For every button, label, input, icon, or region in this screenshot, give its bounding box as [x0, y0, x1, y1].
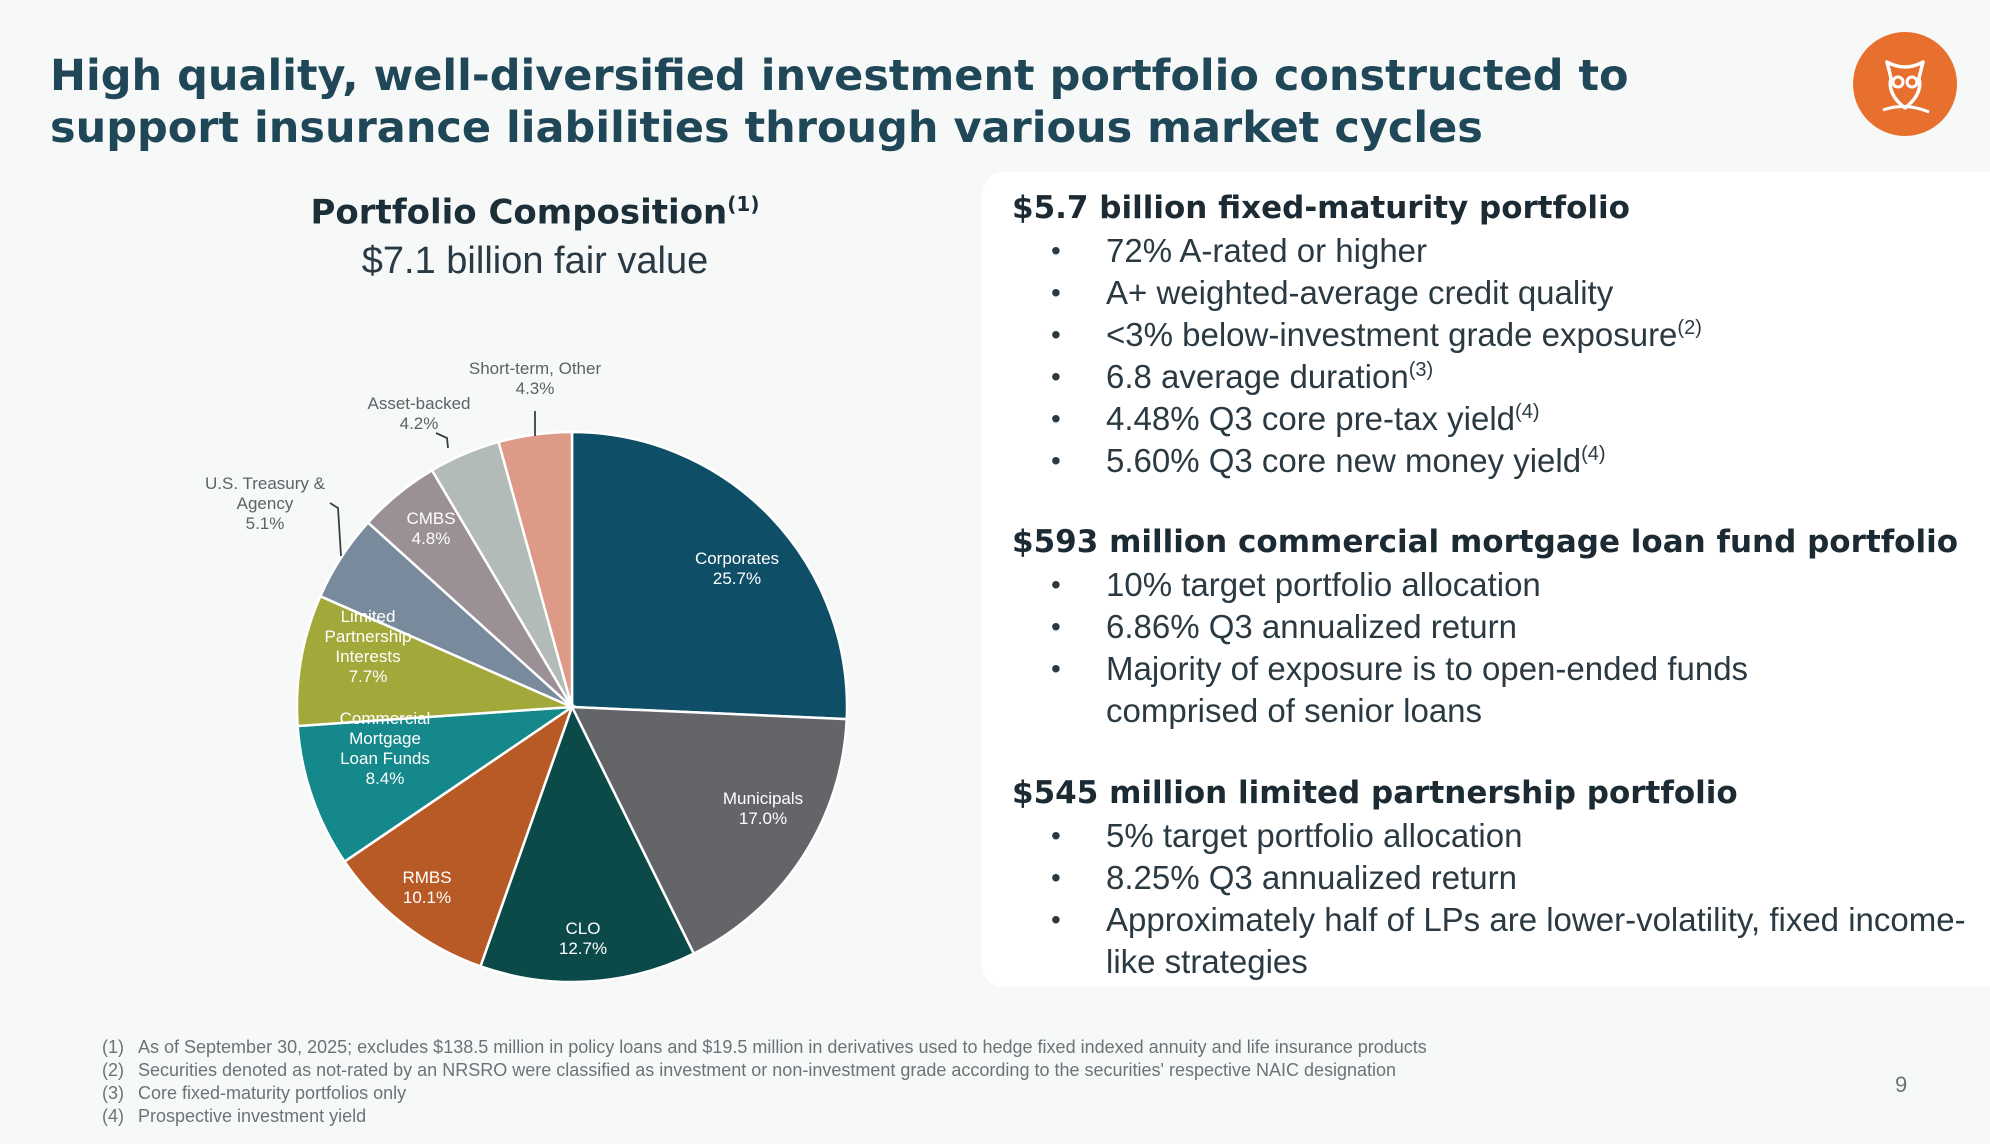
section-heading: $5.7 billion fixed-maturity portfolio: [1012, 190, 1630, 226]
section-heading: $545 million limited partnership portfol…: [1012, 775, 1738, 811]
bullet-item: 6.8 average duration(3): [1012, 356, 1972, 398]
pie-slice-corporates: [570, 430, 849, 721]
slice-value: 8.4%: [366, 769, 405, 788]
section-heading: $593 million commercial mortgage loan fu…: [1012, 524, 1959, 560]
slice-label-asset-backed: Asset-backed 4.2%: [368, 394, 471, 433]
footnote-text: As of September 30, 2025; excludes $138.…: [138, 1037, 1427, 1057]
slice-label-municipals: Municipals 17.0%: [723, 789, 803, 828]
bullet-text: 8.25% Q3 annualized return: [1106, 859, 1517, 896]
label-leader-line: [435, 432, 449, 449]
slice-label-corporates: Corporates 25.7%: [695, 549, 779, 588]
section-commercial-mortgage: $593 million commercial mortgage loan fu…: [1012, 520, 1972, 732]
footnote-number: (2): [102, 1060, 124, 1080]
slice-label-clo: CLO 12.7%: [559, 919, 607, 958]
footnotes: (1) As of September 30, 2025; excludes $1…: [102, 1036, 1702, 1128]
slice-label-rmbs: RMBS 10.1%: [402, 868, 451, 907]
bullet-list: 72% A-rated or higher A+ weighted-averag…: [1012, 230, 1972, 482]
slice-value: 4.3%: [516, 379, 555, 398]
slice-value: 25.7%: [713, 569, 761, 588]
bullet-footnote: (4): [1515, 401, 1540, 423]
footnote-number: (4): [102, 1106, 124, 1126]
pie-slice-limited-partnership-interests: [295, 594, 573, 728]
slice-label-limited-partnership-interests: Limited Partnership Interests 7.7%: [325, 607, 412, 686]
footnote: (4) Prospective investment yield: [102, 1105, 1702, 1128]
chart-title-footnote: (1): [727, 192, 760, 216]
bullet-text: Approximately half of LPs are lower-vola…: [1106, 901, 1966, 980]
slice-value: 12.7%: [559, 939, 607, 958]
bullet-item: 72% A-rated or higher: [1012, 230, 1972, 272]
footnote-text: Prospective investment yield: [138, 1106, 367, 1126]
bullet-text: Majority of exposure is to open-ended fu…: [1106, 650, 1749, 729]
bullet-item: A+ weighted-average credit quality: [1012, 272, 1972, 314]
page-title: High quality, well-diversified investmen…: [50, 51, 1629, 153]
footnote-number: (3): [102, 1083, 124, 1103]
bullet-text: 5.60% Q3 core new money yield: [1106, 442, 1582, 479]
slice-label-u-s-treasury-agency: U.S. Treasury & Agency 5.1%: [205, 474, 326, 533]
bullet-list: 5% target portfolio allocation 8.25% Q3 …: [1012, 815, 1972, 983]
slice-value: 4.8%: [412, 529, 451, 548]
pie-chart: Corporates 25.7% Municipals 17.0% CLO 12.7% RM…: [205, 359, 849, 984]
bullet-item: 6.86% Q3 annualized return: [1012, 606, 1972, 648]
bullet-item: Approximately half of LPs are lower-vola…: [1012, 899, 1972, 983]
section-fixed-maturity: $5.7 billion fixed-maturity portfolio 72…: [1012, 186, 1972, 482]
slice-value: 7.7%: [349, 667, 388, 686]
bullet-text: 5% target portfolio allocation: [1106, 817, 1523, 854]
footnote: (1) As of September 30, 2025; excludes $1…: [102, 1036, 1702, 1059]
bullet-item: 8.25% Q3 annualized return: [1012, 857, 1972, 899]
slice-value: 5.1%: [246, 514, 285, 533]
slice-label-short-term-other: Short-term, Other 4.3%: [469, 359, 602, 398]
slice-value: 10.1%: [403, 888, 451, 907]
pie-slice-rmbs: [342, 703, 575, 968]
bullet-text: 4.48% Q3 core pre-tax yield: [1106, 400, 1516, 437]
bullet-item: 5% target portfolio allocation: [1012, 815, 1972, 857]
bullet-footnote: (3): [1408, 359, 1434, 381]
footnote-text: Securities denoted as not-rated by an NR…: [138, 1060, 1397, 1080]
footnote-text: Core fixed-maturity portfolios only: [138, 1083, 407, 1103]
bullet-item: <3% below-investment grade exposure(2): [1012, 314, 1972, 356]
pie-slice-clo: [478, 703, 696, 984]
bullet-item: Majority of exposure is to open-ended fu…: [1012, 648, 1972, 732]
bullet-text: 6.8 average duration: [1106, 358, 1409, 395]
slice-label-commercial-mortgage-loan-funds: Commercial Mortgage Loan Funds 8.4%: [340, 709, 431, 788]
bullet-text: 72% A-rated or higher: [1106, 232, 1428, 269]
pie-slice-commercial-mortgage-loan-funds: [296, 705, 577, 864]
section-limited-partnership: $545 million limited partnership portfol…: [1012, 771, 1972, 983]
slice-label-cmbs: CMBS 4.8%: [406, 509, 455, 548]
chart-subtitle: $7.1 billion fair value: [361, 240, 709, 282]
slice-value: 17.0%: [739, 809, 787, 828]
label-leader-line: [329, 502, 342, 557]
bullet-text: <3% below-investment grade exposure: [1106, 316, 1678, 353]
owl-logo-icon: [1853, 32, 1957, 136]
chart-title-text: Portfolio Composition: [310, 192, 728, 233]
footnote-number: (1): [102, 1037, 124, 1057]
bullet-footnote: (2): [1677, 317, 1702, 339]
slice-value: 4.2%: [400, 414, 439, 433]
bullet-item: 4.48% Q3 core pre-tax yield(4): [1012, 398, 1972, 440]
pie-slice-municipals: [569, 705, 849, 956]
bullet-footnote: (4): [1581, 443, 1606, 465]
bullet-text: 10% target portfolio allocation: [1106, 566, 1541, 603]
chart-title: Portfolio Composition(1): [150, 192, 920, 232]
bullet-item: 10% target portfolio allocation: [1012, 564, 1972, 606]
bullet-item: 5.60% Q3 core new money yield(4): [1012, 440, 1972, 482]
bullet-list: 10% target portfolio allocation 6.86% Q3…: [1012, 564, 1972, 732]
bullet-text: A+ weighted-average credit quality: [1106, 274, 1614, 311]
bullet-text: 6.86% Q3 annualized return: [1106, 608, 1517, 645]
footnote: (2) Securities denoted as not-rated by an…: [102, 1059, 1702, 1082]
footnote: (3) Core fixed-maturity portfolios only: [102, 1082, 1702, 1105]
page-number: 9: [1895, 1072, 1908, 1097]
